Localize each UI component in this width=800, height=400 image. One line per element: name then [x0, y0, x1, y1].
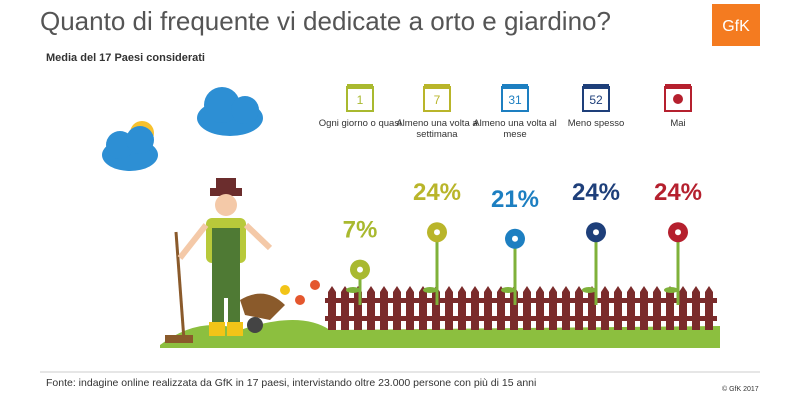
fence-picket: [653, 286, 661, 330]
calendar-top: [424, 84, 450, 89]
fence-picket: [393, 286, 401, 330]
logo: GfK: [722, 18, 750, 35]
fence-picket: [601, 286, 609, 330]
category-label: Meno spesso: [567, 118, 625, 129]
fence-picket: [536, 286, 544, 330]
flower-leaf: [346, 287, 360, 293]
value-label: 7%: [343, 217, 378, 244]
fence-picket: [679, 286, 687, 330]
fence-rail: [325, 298, 717, 303]
fence-picket: [419, 286, 427, 330]
fence-picket: [666, 286, 674, 330]
calendar-icon: [346, 86, 374, 112]
fence: [325, 286, 717, 330]
flower-leaf: [501, 287, 515, 293]
value-label: 24%: [572, 179, 620, 206]
value-label: 24%: [413, 179, 461, 206]
fence-picket: [640, 286, 648, 330]
calendar-number: 1: [357, 93, 364, 107]
fence-picket: [445, 286, 453, 330]
gardener: [165, 178, 320, 343]
fence-picket: [458, 286, 466, 330]
calendar-x: [673, 94, 683, 104]
fence-picket: [341, 286, 349, 330]
flower-leaf: [664, 287, 678, 293]
value-label: 21%: [491, 186, 539, 213]
category-label: Mai: [670, 118, 686, 129]
copyright: © GfK 2017: [722, 386, 759, 393]
fence-picket: [497, 286, 505, 330]
calendar-icon: [501, 86, 529, 112]
value-label: 24%: [654, 179, 702, 206]
fence-picket: [627, 286, 635, 330]
calendar-top: [665, 84, 691, 89]
fence-picket: [523, 286, 531, 330]
calendar-top: [502, 84, 528, 89]
fence-picket: [562, 286, 570, 330]
category-label: Ogni giorno o quasi: [318, 118, 402, 129]
flower-leaf: [582, 287, 596, 293]
flower-center: [357, 266, 363, 273]
logo-box: [712, 4, 760, 46]
fence-picket: [705, 286, 713, 330]
category-label: Almeno una volta a settimana: [396, 118, 478, 140]
fence-picket: [380, 286, 388, 330]
fence-picket: [588, 286, 596, 330]
calendar-icon: [423, 86, 451, 112]
fence-picket: [692, 286, 700, 330]
cloud: [102, 87, 263, 171]
fence-rail: [325, 316, 717, 321]
calendar-top: [583, 84, 609, 89]
fence-picket: [406, 286, 414, 330]
subtitle: Media del 17 Paesi considerati: [46, 52, 205, 64]
flower-leaf: [423, 287, 437, 293]
fence-picket: [549, 286, 557, 330]
calendar-top: [347, 84, 373, 89]
calendar-number: 52: [589, 93, 603, 107]
calendar-number: 7: [434, 93, 441, 107]
flower-center: [512, 235, 518, 242]
fence-picket: [471, 286, 479, 330]
fence-picket: [614, 286, 622, 330]
flower-center: [675, 229, 681, 236]
fence-picket: [484, 286, 492, 330]
fence-picket: [328, 286, 336, 330]
fence-picket: [367, 286, 375, 330]
grass: [160, 320, 720, 348]
flower-center: [434, 229, 440, 236]
source: Fonte: indagine online realizzata da GfK…: [46, 377, 537, 389]
calendar-number: 31: [508, 93, 522, 107]
title: Quanto di frequente vi dedicate a orto e…: [40, 6, 611, 36]
flower-center: [593, 229, 599, 236]
fence-picket: [575, 286, 583, 330]
category-label: Almeno una volta al mese: [473, 118, 557, 140]
